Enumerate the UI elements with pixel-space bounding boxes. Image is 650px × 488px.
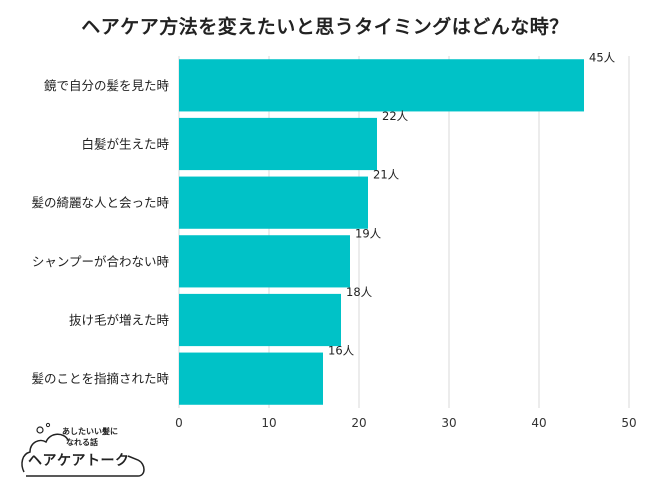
x-tick-labels: 0 10 20 30 40 50 — [175, 416, 636, 430]
data-label: 19人 — [355, 226, 382, 240]
category-label: 抜け毛が増えた時 — [69, 313, 170, 328]
logo-brand-name: ヘアケアトーク — [28, 453, 130, 469]
bar — [179, 235, 350, 288]
x-tick-label: 30 — [441, 416, 456, 430]
value-labels: 45人 22人 21人 19人 18人 16人 — [328, 50, 616, 357]
x-tick-label: 0 — [175, 416, 183, 430]
x-tick-label: 40 — [531, 416, 546, 430]
bar — [179, 176, 368, 229]
brand-logo: あしたいい髪に なれる話 ヘアケアトーク — [18, 420, 158, 480]
category-label: 鏡で自分の髪を見た時 — [44, 78, 170, 93]
category-label: 白髪が生えた時 — [81, 137, 169, 152]
category-label: 髪の綺麗な人と会った時 — [31, 195, 169, 210]
x-tick-label: 20 — [351, 416, 366, 430]
data-label: 45人 — [589, 50, 616, 64]
bar — [179, 117, 377, 171]
bar — [179, 352, 323, 405]
gridlines — [178, 56, 630, 408]
bars — [179, 59, 584, 405]
bar — [179, 293, 341, 347]
x-tick-label: 10 — [261, 416, 276, 430]
bar — [179, 59, 584, 112]
x-tick-label: 50 — [621, 416, 636, 430]
data-label: 22人 — [382, 109, 409, 123]
data-label: 21人 — [373, 168, 400, 182]
logo-tagline: あしたいい髪に なれる話 — [62, 427, 118, 447]
cloud-logo-icon — [21, 422, 145, 477]
category-label: 髪のことを指摘された時 — [31, 371, 169, 386]
category-labels: 鏡で自分の髪を見た時白髪が生えた時髪の綺麗な人と会った時シャンプーが合わない時抜… — [31, 78, 169, 386]
data-label: 18人 — [346, 285, 373, 299]
data-label: 16人 — [328, 344, 355, 358]
category-label: シャンプーが合わない時 — [32, 254, 170, 269]
chart-title: ヘアケア方法を変えたいと思うタイミングはどんな時？ — [81, 16, 569, 38]
